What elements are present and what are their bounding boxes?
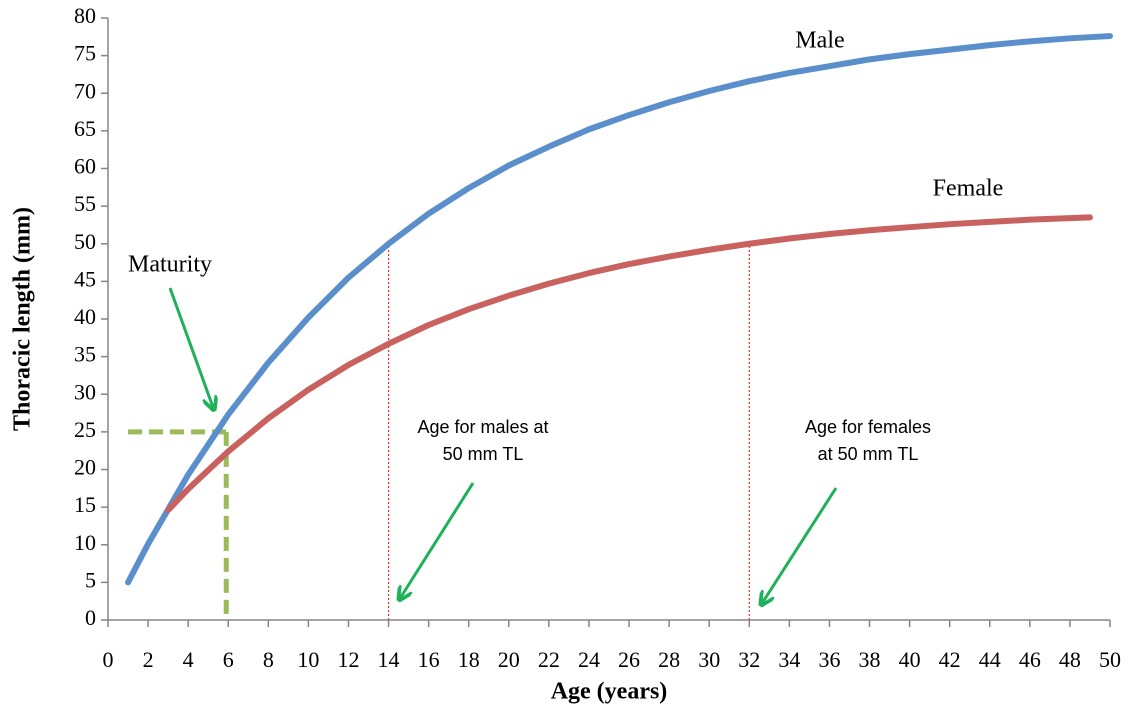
legend-label: Male — [795, 28, 844, 54]
x-tick-label: 26 — [618, 647, 640, 672]
x-tick-label: 48 — [1059, 647, 1081, 672]
y-tick-label: 45 — [74, 266, 96, 291]
y-tick-label: 75 — [74, 41, 96, 66]
y-tick-label: 55 — [74, 191, 96, 216]
x-tick-label: 16 — [418, 647, 440, 672]
x-tick-label: 46 — [1019, 647, 1041, 672]
annotation: Maturity — [128, 252, 212, 278]
legend-label: Female — [933, 176, 1004, 202]
annotation: 50 mm TL — [443, 444, 524, 464]
series-line — [125, 33, 1113, 586]
x-tick-label: 28 — [658, 647, 680, 672]
x-axis-title: Age (years) — [551, 679, 668, 705]
x-tick-label: 40 — [899, 647, 921, 672]
x-tick-label: 22 — [538, 647, 560, 672]
annotation: at 50 mm TL — [818, 444, 919, 464]
x-tick-label: 34 — [778, 647, 800, 672]
y-tick-label: 20 — [74, 455, 96, 480]
x-tick-label: 24 — [578, 647, 600, 672]
y-tick-label: 65 — [74, 116, 96, 141]
x-tick-label: 14 — [378, 647, 400, 672]
y-tick-label: 35 — [74, 342, 96, 367]
y-tick-label: 80 — [74, 3, 96, 28]
x-tick-label: 10 — [297, 647, 319, 672]
y-tick-label: 50 — [74, 229, 96, 254]
female-arrow — [761, 487, 838, 605]
x-tick-label: 4 — [183, 647, 194, 672]
maturity-arrow — [168, 287, 214, 410]
x-tick-label: 0 — [103, 647, 114, 672]
y-tick-label: 15 — [74, 492, 96, 517]
y-tick-label: 25 — [74, 417, 96, 442]
series-line — [165, 214, 1093, 514]
y-axis-title: Thoracic length (mm) — [10, 207, 36, 431]
x-tick-label: 12 — [337, 647, 359, 672]
x-tick-label: 38 — [859, 647, 881, 672]
x-tick-label: 44 — [979, 647, 1001, 672]
annotation: Age for males at — [417, 417, 548, 437]
annotation: Age for females — [805, 417, 931, 437]
x-tick-label: 30 — [698, 647, 720, 672]
y-tick-label: 70 — [74, 78, 96, 103]
x-tick-label: 2 — [143, 647, 154, 672]
x-tick-label: 36 — [818, 647, 840, 672]
x-tick-label: 6 — [223, 647, 234, 672]
x-tick-label: 18 — [458, 647, 480, 672]
x-tick-label: 32 — [738, 647, 760, 672]
x-tick-label: 42 — [939, 647, 961, 672]
x-tick-label: 8 — [263, 647, 274, 672]
arrows — [168, 287, 838, 605]
y-tick-label: 40 — [74, 304, 96, 329]
x-tick-label: 20 — [498, 647, 520, 672]
y-tick-label: 0 — [85, 605, 96, 630]
y-tick-label: 60 — [74, 154, 96, 179]
x-tick-label: 50 — [1099, 647, 1121, 672]
y-tick-label: 30 — [74, 379, 96, 404]
y-tick-label: 5 — [85, 567, 96, 592]
male-arrow — [399, 482, 475, 600]
y-tick-label: 10 — [74, 530, 96, 555]
